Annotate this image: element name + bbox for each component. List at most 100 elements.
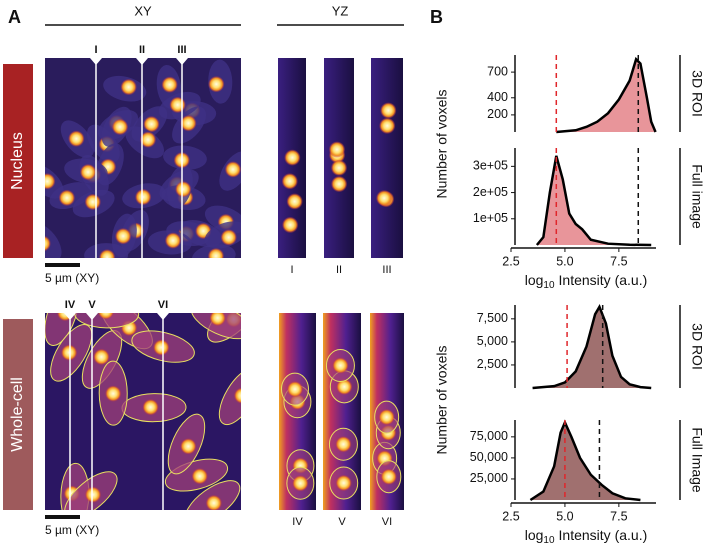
yz-nucleus xyxy=(376,190,393,207)
row-label-bar xyxy=(3,319,33,510)
slice-label: IV xyxy=(65,299,76,311)
nucleus xyxy=(120,79,137,96)
yz-nucleus xyxy=(380,102,397,119)
nucleus xyxy=(58,189,75,206)
y-tick-label: 75,000 xyxy=(470,429,508,443)
y-tick-label: 50,000 xyxy=(470,450,508,464)
yz-label: IV xyxy=(292,516,303,528)
nucleus xyxy=(115,228,132,245)
yz-nucleus xyxy=(331,159,348,176)
y-axis-label: Number of voxels xyxy=(434,346,450,455)
density-area xyxy=(532,306,652,388)
yz-nucleus xyxy=(331,176,348,193)
nucleus xyxy=(208,76,225,93)
nucleus xyxy=(209,313,226,326)
side-label: Full Image xyxy=(689,427,705,493)
nucleus xyxy=(161,76,178,93)
cells xyxy=(45,313,241,510)
scale-label: 5 µm (XY) xyxy=(45,523,99,537)
yz-nucleus xyxy=(282,216,299,233)
row-label: Nucleus xyxy=(9,132,26,190)
yz-label: VI xyxy=(382,516,392,528)
nucleus xyxy=(139,131,156,148)
nucleus xyxy=(84,193,101,210)
yz-label: V xyxy=(338,516,346,528)
slice-marker xyxy=(90,58,102,65)
y-tick-label: 2e+05 xyxy=(473,185,508,199)
side-label: Full image xyxy=(689,164,705,229)
yz-nucleus xyxy=(332,357,349,374)
row-label: Whole-cell xyxy=(9,377,26,452)
yz-nucleus xyxy=(336,378,353,395)
side-label: 3D ROI xyxy=(689,70,705,117)
y-tick-label: 700 xyxy=(487,64,508,78)
x-label-part: Intensity (a.u.) xyxy=(559,272,648,288)
y-tick-label: 1e+05 xyxy=(473,211,508,225)
yz-nucleus xyxy=(286,193,303,210)
x-axis-label: log10 Intensity (a.u.) xyxy=(525,272,648,291)
density-line xyxy=(532,303,652,390)
slice-marker xyxy=(176,58,188,65)
x-label-part: 10 xyxy=(543,280,555,291)
density-line xyxy=(535,155,652,247)
nucleus xyxy=(169,96,186,113)
nucleus xyxy=(112,118,129,135)
nucleus xyxy=(61,344,78,361)
slice-marker xyxy=(64,313,76,320)
slice-marker xyxy=(136,58,148,65)
nucleus xyxy=(80,164,97,181)
yz-strip xyxy=(371,58,403,258)
x-label-part: Intensity (a.u.) xyxy=(559,527,648,543)
yz-nucleus xyxy=(286,381,303,398)
nucleus xyxy=(143,116,160,133)
nucleus xyxy=(45,235,51,252)
x-label-part: 10 xyxy=(543,535,555,546)
nucleus xyxy=(153,339,170,356)
x-label-part: log xyxy=(525,272,544,288)
density-area xyxy=(530,422,641,500)
x-tick-label: 7.5 xyxy=(610,254,627,268)
nucleus xyxy=(98,313,114,320)
slice-label: I xyxy=(94,44,97,56)
row-label-bar xyxy=(3,64,33,258)
yz-nucleus xyxy=(380,468,397,485)
nucleus xyxy=(207,248,224,258)
nucleus xyxy=(191,468,208,485)
x-tick-label: 2.5 xyxy=(502,509,519,523)
slice-label: V xyxy=(88,299,96,311)
y-tick-label: 2,500 xyxy=(477,357,508,371)
panel-label: A xyxy=(8,7,21,27)
yz-nucleus xyxy=(281,173,298,190)
y-tick-label: 3e+05 xyxy=(473,159,508,173)
y-tick-label: 25,000 xyxy=(470,471,508,485)
side-label: 3D ROI xyxy=(689,323,705,370)
density-area xyxy=(536,155,652,245)
xy-header: XY xyxy=(134,3,152,18)
nucleus xyxy=(180,438,197,455)
nucleus xyxy=(142,399,159,416)
nucleus xyxy=(99,249,116,258)
nucleus xyxy=(68,130,85,147)
x-label-part: log xyxy=(525,527,544,543)
density-line xyxy=(556,56,657,134)
x-tick-label: 2.5 xyxy=(502,254,519,268)
slice-label: II xyxy=(139,44,145,56)
y-tick-label: 7,500 xyxy=(477,311,508,325)
nucleus xyxy=(165,232,182,249)
panel-label: B xyxy=(430,7,443,27)
y-tick-label: 400 xyxy=(487,90,508,104)
yz-nucleus xyxy=(378,409,395,426)
cells xyxy=(45,59,241,258)
charts: 200 400 700 3D ROI Number of voxels 1e+05 2e+0… xyxy=(434,55,705,546)
slice-label: III xyxy=(177,44,186,56)
nucleus xyxy=(45,173,56,190)
yz-nucleus xyxy=(379,117,396,134)
nucleus xyxy=(205,495,222,510)
nucleus xyxy=(225,161,241,178)
nucleus xyxy=(180,115,197,132)
yz-label: I xyxy=(290,264,293,276)
nucleus xyxy=(93,348,110,365)
yz-nucleus xyxy=(284,149,301,166)
